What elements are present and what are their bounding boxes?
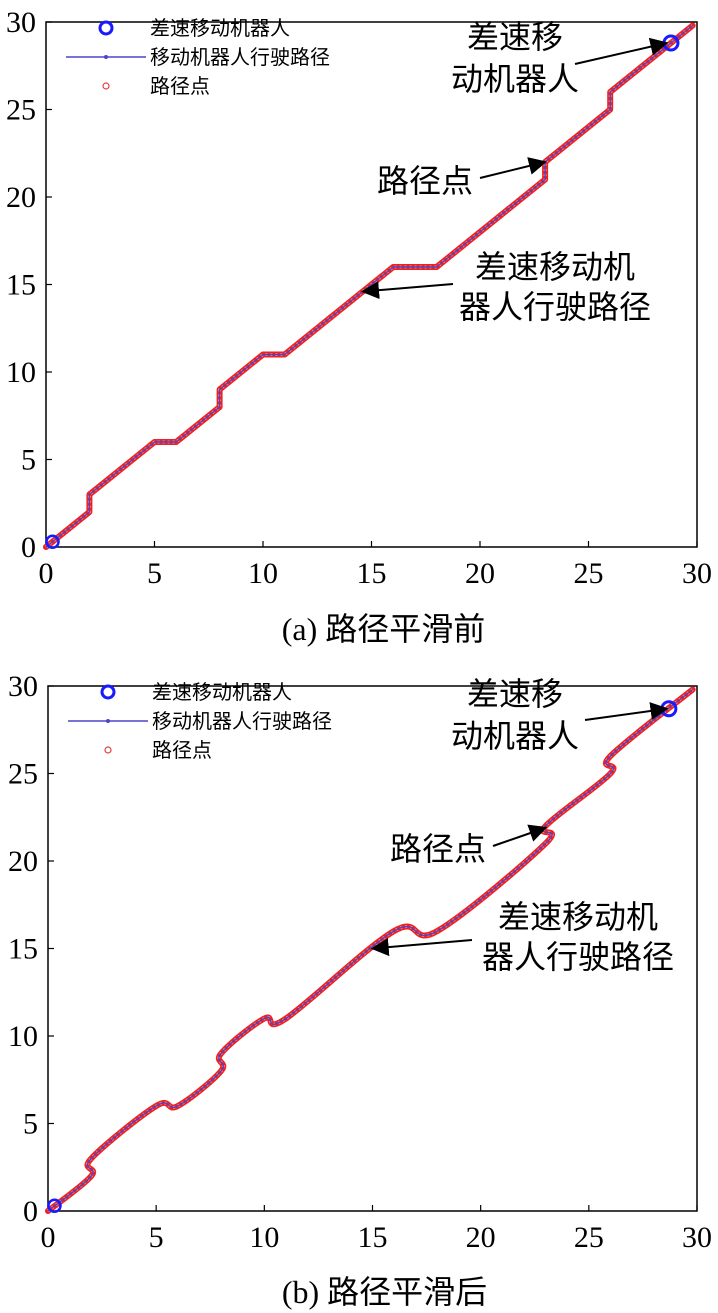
annotation-label: 路径点	[377, 162, 473, 200]
y-tick-label: 5	[21, 444, 36, 477]
x-tick-label: 30	[682, 1221, 712, 1254]
x-tick-label: 25	[574, 557, 604, 590]
panel-caption: (a) 路径平滑前	[282, 611, 486, 647]
robot-path-line	[45, 24, 694, 548]
y-tick-label: 20	[6, 181, 36, 214]
x-tick-label: 20	[466, 1221, 496, 1254]
legend-path-dot	[104, 55, 108, 59]
annotation-label: 动机器人	[451, 60, 579, 98]
legend-entry: 移动机器人行驶路径	[150, 45, 330, 69]
legend-entry: 差速移动机器人	[152, 680, 292, 704]
annotation-label: 差速移动机	[498, 898, 658, 936]
y-tick-label: 25	[8, 758, 38, 791]
legend-robot-symbol	[100, 684, 116, 700]
legend-entry: 路径点	[150, 74, 210, 98]
annotation-arrow	[584, 702, 669, 721]
legend-entry: 差速移动机器人	[150, 16, 290, 40]
y-tick-label: 30	[8, 670, 38, 703]
y-tick-label: 0	[21, 531, 36, 564]
x-tick-label: 0	[39, 557, 54, 590]
series-group	[45, 686, 696, 1214]
x-tick-label: 25	[574, 1221, 604, 1254]
x-tick-label: 20	[465, 557, 495, 590]
annotation-label: 器人行驶路径	[459, 288, 651, 326]
robot-start-marker	[45, 534, 60, 549]
legend-path-dot	[106, 719, 110, 723]
annotation-arrow	[574, 37, 669, 65]
tick-group: 0 5 10 15 20 25 30 0 5 10 15 20 25 30	[8, 670, 712, 1254]
annotation-arrow	[361, 281, 454, 300]
annotation-label: 路径点	[390, 830, 486, 868]
annotation-label: 差速移动机	[475, 248, 635, 286]
annotation-label: 差速移	[467, 675, 563, 713]
legend-waypoint-symbol	[104, 746, 112, 754]
annotation-arrow	[492, 824, 548, 847]
annotation-arrow	[370, 938, 473, 957]
x-tick-label: 10	[249, 1221, 279, 1254]
legend-waypoint-symbol	[102, 82, 110, 90]
tick-group: 0 5 10 15 20 25 30 0 5 10 15 20 25 30	[6, 6, 712, 590]
y-tick-label: 25	[6, 94, 36, 127]
annotation-arrow	[479, 157, 547, 179]
y-tick-label: 30	[6, 6, 36, 39]
x-tick-label: 30	[682, 557, 712, 590]
x-tick-label: 15	[357, 557, 387, 590]
x-tick-label: 0	[41, 1221, 56, 1254]
y-tick-label: 5	[23, 1108, 38, 1141]
y-tick-label: 10	[6, 356, 36, 389]
panel-caption: (b) 路径平滑后	[282, 1274, 487, 1310]
y-tick-label: 20	[8, 845, 38, 878]
annotation-label: 动机器人	[451, 717, 579, 755]
y-tick-label: 15	[6, 269, 36, 302]
x-tick-label: 15	[358, 1221, 388, 1254]
y-tick-label: 10	[8, 1020, 38, 1053]
legend-entry: 路径点	[152, 738, 212, 762]
robot-start-marker	[47, 1198, 62, 1213]
robot-path-line	[47, 688, 694, 1212]
y-tick-label: 15	[8, 933, 38, 966]
annotation-label: 差速移	[467, 18, 563, 56]
legend-entry: 移动机器人行驶路径	[152, 709, 332, 733]
annotation-label: 器人行驶路径	[482, 938, 674, 976]
series-group	[43, 22, 696, 550]
x-tick-label: 5	[149, 1221, 164, 1254]
x-tick-label: 5	[147, 557, 162, 590]
y-tick-label: 0	[23, 1195, 38, 1228]
legend-robot-symbol	[98, 20, 114, 36]
x-tick-label: 10	[248, 557, 278, 590]
